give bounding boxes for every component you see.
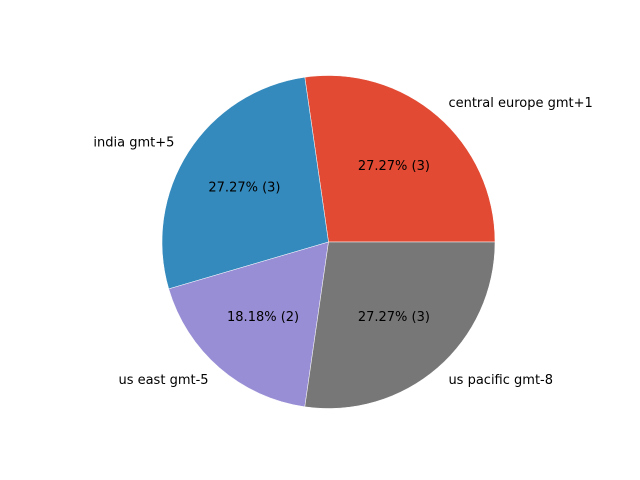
slice-label-us-pacific-gmt-8: us pacific gmt-8 — [448, 373, 553, 388]
pie-labels: central europe gmt+1 27.27% (3) india gmt+… — [93, 96, 592, 388]
pie-slice-us-east-gmt-5 — [168, 241, 329, 408]
pct-label-central-europe-gmt-1: 27.27% (3) — [358, 159, 430, 174]
pct-label-us-east-gmt-5: 18.18% (2) — [227, 310, 299, 325]
pie-slice-us-pacific-gmt-8 — [304, 241, 496, 409]
slice-label-central-europe-gmt-1: central europe gmt+1 — [448, 96, 592, 111]
slice-label-india-gmt-5: india gmt+5 — [93, 135, 174, 150]
pct-label-india-gmt-5: 27.27% (3) — [208, 180, 280, 195]
pct-label-us-pacific-gmt-8: 27.27% (3) — [358, 310, 430, 325]
slice-label-us-east-gmt-5: us east gmt-5 — [118, 373, 208, 388]
pie-slices — [161, 75, 496, 409]
pie-slice-india-gmt-5 — [161, 76, 329, 290]
pie-slice-central-europe-gmt-1 — [304, 75, 496, 243]
